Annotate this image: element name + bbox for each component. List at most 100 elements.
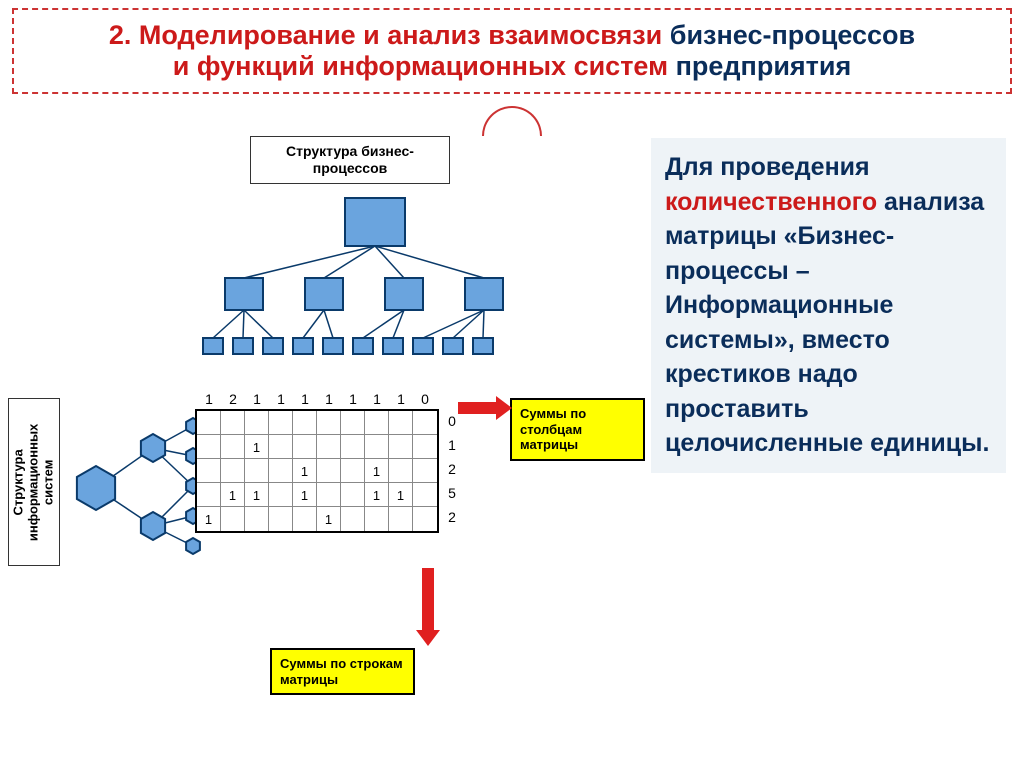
title-line-2: и функций информационных систем предприя… xyxy=(22,51,1002,82)
matrix-cell xyxy=(365,435,389,459)
matrix-cell: 1 xyxy=(221,483,245,507)
matrix-cell xyxy=(341,507,365,531)
matrix-cell xyxy=(341,435,365,459)
matrix-cell xyxy=(341,411,365,435)
col-sum-cell: 1 xyxy=(293,391,317,407)
row-sum-cell: 2 xyxy=(445,457,459,481)
matrix-cell: 1 xyxy=(293,483,317,507)
bp-structure-label: Структура бизнес- процессов xyxy=(250,136,450,184)
matrix-cell xyxy=(413,483,437,507)
matrix-cell xyxy=(413,507,437,531)
col-sum-cell: 1 xyxy=(389,391,413,407)
col-sum-cell: 0 xyxy=(413,391,437,407)
matrix-cell xyxy=(389,459,413,483)
col-sum-cell: 1 xyxy=(317,391,341,407)
matrix-cell xyxy=(293,507,317,531)
para-seg3: анализа матрицы «Бизнес-процессы – Инфор… xyxy=(665,188,989,458)
matrix-cell xyxy=(341,483,365,507)
matrix-cell xyxy=(317,483,341,507)
matrix-cell xyxy=(197,483,221,507)
callout-cols-l2: столбцам матрицы xyxy=(520,422,635,453)
matrix-cell xyxy=(221,459,245,483)
matrix-row: 11 xyxy=(197,459,437,483)
matrix-cell xyxy=(269,459,293,483)
matrix-cell xyxy=(269,483,293,507)
col-sum-cell: 1 xyxy=(269,391,293,407)
matrix-cell xyxy=(389,435,413,459)
matrix-cell xyxy=(413,435,437,459)
matrix-cell: 1 xyxy=(245,435,269,459)
matrix-grid: 1111111111 xyxy=(195,409,439,533)
callout-rows-l2: матрицы xyxy=(280,672,405,688)
matrix-cell: 1 xyxy=(365,483,389,507)
matrix-row: 11111 xyxy=(197,483,437,507)
callout-row-sums: Суммы по строкам матрицы xyxy=(270,648,415,695)
row-sum-cell: 2 xyxy=(445,505,459,529)
matrix-row xyxy=(197,411,437,435)
matrix-col-sums: 1211111110 xyxy=(197,391,459,407)
matrix-cell xyxy=(245,411,269,435)
is-struct-text: Структура информационных систем xyxy=(12,423,57,540)
bp-tree-diagram xyxy=(175,188,535,368)
bp-struct-line1: Структура бизнес- xyxy=(255,143,445,160)
matrix-cell xyxy=(365,411,389,435)
matrix-cell: 1 xyxy=(197,507,221,531)
row-sum-cell: 5 xyxy=(445,481,459,505)
matrix-cell xyxy=(197,459,221,483)
title-num: 2. xyxy=(109,20,139,50)
matrix-cell xyxy=(269,411,293,435)
callout-cols-l1: Суммы по xyxy=(520,406,635,422)
matrix-cell xyxy=(365,507,389,531)
matrix-cell xyxy=(221,411,245,435)
matrix-cell xyxy=(221,435,245,459)
matrix-row: 11 xyxy=(197,507,437,531)
title-line-1: 2. Моделирование и анализ взаимосвязи би… xyxy=(22,20,1002,51)
matrix-row-sums: 01252 xyxy=(445,409,459,533)
arrow-cols-icon xyxy=(454,396,518,420)
matrix-cell xyxy=(317,459,341,483)
row-sum-cell: 1 xyxy=(445,433,459,457)
matrix-cell: 1 xyxy=(317,507,341,531)
matrix-block: 1211111110 1111111111 01252 xyxy=(195,391,459,533)
matrix-cell: 1 xyxy=(389,483,413,507)
callout-col-sums: Суммы по столбцам матрицы xyxy=(510,398,645,461)
matrix-cell xyxy=(293,435,317,459)
para-highlight: количественного xyxy=(665,188,884,216)
matrix-cell xyxy=(413,459,437,483)
is-structure-label: Структура информационных систем xyxy=(8,398,60,566)
matrix-cell xyxy=(245,459,269,483)
matrix-cell xyxy=(389,507,413,531)
decor-arc-icon xyxy=(482,106,542,136)
title-part2b: предприятия xyxy=(676,51,852,81)
matrix-cell xyxy=(389,411,413,435)
col-sum-cell: 1 xyxy=(197,391,221,407)
matrix-row: 1 xyxy=(197,435,437,459)
matrix-cell xyxy=(317,435,341,459)
para-seg1: Для проведения xyxy=(665,153,870,181)
matrix-cell xyxy=(317,411,341,435)
matrix-cell xyxy=(341,459,365,483)
matrix-cell xyxy=(197,435,221,459)
col-sum-cell: 2 xyxy=(221,391,245,407)
title-part1a: Моделирование и анализ взаимосвязи xyxy=(139,20,670,50)
matrix-cell xyxy=(413,411,437,435)
matrix-cell xyxy=(293,411,317,435)
col-sum-cell: 1 xyxy=(245,391,269,407)
callout-rows-l1: Суммы по строкам xyxy=(280,656,405,672)
matrix-cell xyxy=(269,507,293,531)
matrix-cell: 1 xyxy=(245,483,269,507)
matrix-cell xyxy=(269,435,293,459)
matrix-cell xyxy=(245,507,269,531)
arrow-rows-icon xyxy=(416,564,440,652)
bp-struct-line2: процессов xyxy=(255,160,445,177)
col-sum-cell: 1 xyxy=(341,391,365,407)
title-frame: 2. Моделирование и анализ взаимосвязи би… xyxy=(12,8,1012,94)
matrix-cell: 1 xyxy=(365,459,389,483)
explanation-panel: Для проведения количественного анализа м… xyxy=(651,138,1006,473)
is-network-diagram xyxy=(68,408,213,568)
matrix-cell xyxy=(221,507,245,531)
col-sum-cell: 1 xyxy=(365,391,389,407)
title-part1b: бизнес-процессов xyxy=(670,20,915,50)
matrix-cell xyxy=(197,411,221,435)
matrix-cell: 1 xyxy=(293,459,317,483)
